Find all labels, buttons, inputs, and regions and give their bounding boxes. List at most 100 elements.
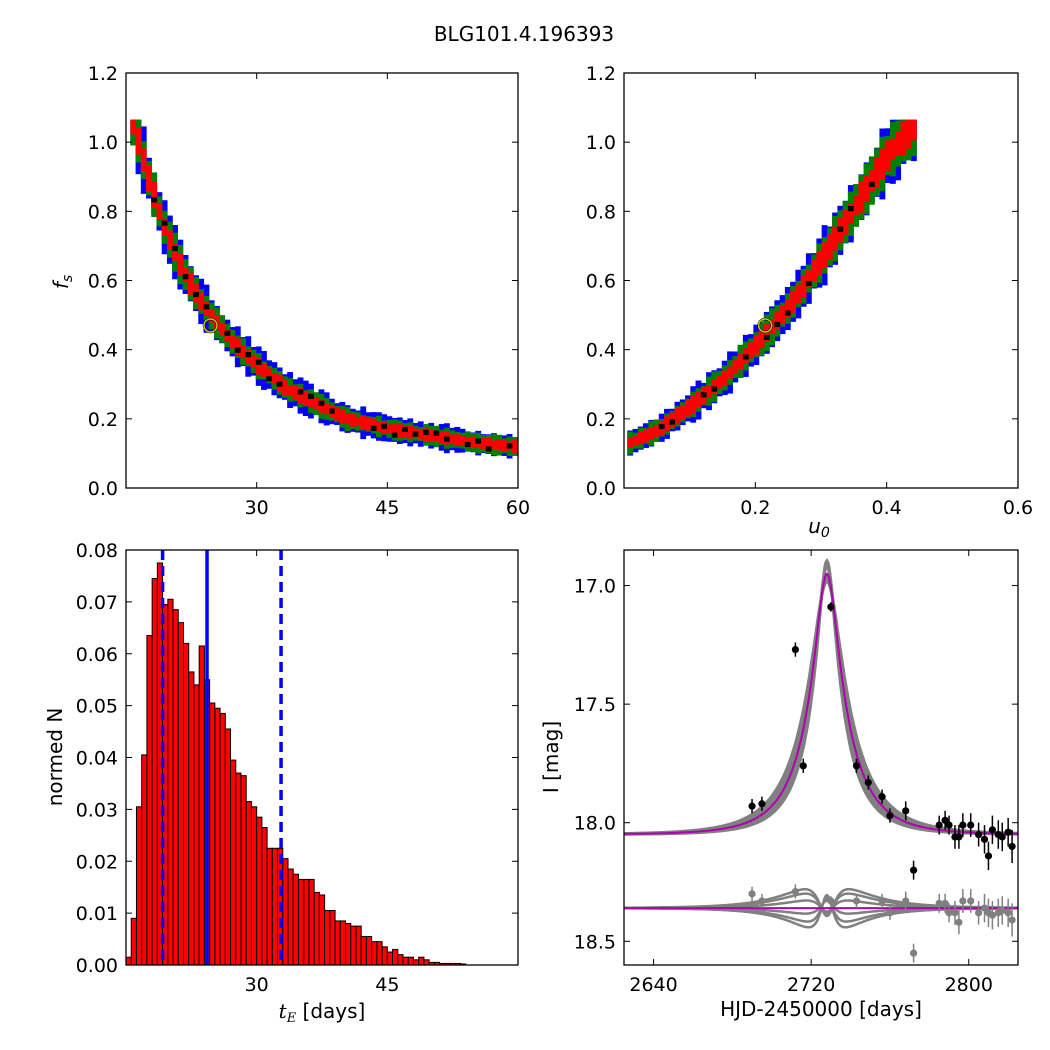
light-curve-ylabel: I [mag] <box>539 721 563 793</box>
histogram-bar <box>261 827 268 966</box>
fs-vs-te-inner-cell <box>376 421 382 432</box>
residual-point <box>951 909 959 917</box>
fs-vs-te-inner-cell <box>161 218 168 236</box>
fs-vs-te-ytick-label: 1.2 <box>88 63 118 85</box>
fs-vs-u0-inner-cell <box>627 438 634 448</box>
data-point <box>799 762 807 770</box>
histogram-bar <box>324 910 331 966</box>
fs-vs-u0-inner-cell <box>805 270 812 287</box>
residual-point <box>886 909 894 917</box>
fs-vs-u0-inner-cell <box>895 131 902 156</box>
histogram-bar <box>177 622 184 966</box>
light-curve-panel: 2640 2720 2800 17.0 17.5 18.0 18.5 HJD-2450000… <box>539 549 1019 1021</box>
fs-vs-te-best-cell <box>161 220 168 226</box>
fs-vs-u0-xlabel: u0 <box>808 514 830 541</box>
data-point <box>955 833 963 841</box>
data-point <box>864 778 872 787</box>
fs-vs-te-best-cell <box>443 436 450 442</box>
fs-vs-u0-inner-cell <box>816 250 823 276</box>
fs-vs-te-best-cell <box>370 425 377 431</box>
light-curve-ytick-label: 17.5 <box>574 694 616 716</box>
fs-vs-te-inner-cell <box>459 436 466 446</box>
fs-vs-te-inner-cell <box>297 387 304 404</box>
te-histogram-axes: 30 45 0.00 0.01 0.02 0.03 0.04 0.05 0.06 0.07 0.08 <box>76 540 518 996</box>
fs-vs-u0-best-cell <box>669 419 676 425</box>
fs-vs-te-inner-cell <box>146 165 152 191</box>
histogram-bar <box>188 671 195 966</box>
fs-vs-te-inner-cell <box>454 434 461 446</box>
histogram-bar <box>412 959 420 966</box>
te-histogram-ytick-label: 0.01 <box>76 903 118 925</box>
data-point <box>941 816 949 824</box>
data-point <box>984 852 993 860</box>
fs-vs-u0-xtick-label: 0.2 <box>740 497 770 519</box>
histogram-bar <box>339 920 347 966</box>
fs-vs-u0-inner-cell <box>721 370 728 386</box>
data-point <box>998 833 1006 841</box>
histogram-bar <box>355 925 362 966</box>
fs-vs-u0-best-cell <box>868 181 875 187</box>
fs-vs-u0-xtick-label: 0.6 <box>1003 497 1033 519</box>
fs-vs-te-inner-cell <box>234 338 241 356</box>
fs-vs-u0-best-fit-ring <box>757 318 773 333</box>
histogram-bar <box>318 894 326 966</box>
fs-vs-te-inner-cell <box>261 363 267 377</box>
fs-vs-te-inner-cell <box>339 409 346 424</box>
histogram-bar <box>386 951 394 966</box>
fs-vs-u0-inner-cell <box>874 157 881 188</box>
fs-vs-te-inner-cell <box>370 418 377 433</box>
fs-vs-te-best-cell <box>276 381 283 387</box>
data-point <box>945 821 953 829</box>
fs-vs-u0-ytick-label: 0.8 <box>586 201 616 223</box>
fs-vs-u0-inner-cell <box>795 284 802 304</box>
fs-vs-te-best-cell <box>402 426 408 433</box>
residual-point <box>941 899 949 907</box>
histogram-bar <box>209 702 216 966</box>
light-curve-plot <box>624 557 1018 963</box>
fs-vs-te-best-cell <box>172 245 178 252</box>
fs-vs-te-panel: 30 45 60 0.0 0.2 0.4 0.6 0.8 1.0 1.2 fs <box>49 63 530 519</box>
fs-vs-te-inner-cell <box>365 417 372 431</box>
fs-vs-te-best-cell <box>318 400 325 406</box>
fs-vs-u0-inner-cell <box>853 196 860 215</box>
fs-vs-u0-inner-cell <box>879 148 886 180</box>
fs-vs-te-inner-cell <box>438 431 445 444</box>
data-point <box>1004 828 1012 836</box>
light-curve-ytick-label: 17.0 <box>574 576 616 598</box>
histogram-bar <box>235 772 242 966</box>
fs-vs-te-best-cell <box>151 197 157 203</box>
fs-vs-te-inner-cell <box>386 424 393 434</box>
fs-vs-te-inner-cell <box>135 126 142 155</box>
fs-vs-u0-inner-cell <box>858 181 865 213</box>
te-histogram-ytick-label: 0.02 <box>76 851 118 873</box>
fs-vs-u0-best-cell <box>763 334 770 340</box>
histogram-bar <box>345 923 352 966</box>
fs-vs-u0-inner-cell <box>643 428 649 443</box>
fs-vs-te-inner-cell <box>308 395 314 408</box>
fs-vs-u0-inner-cell <box>648 427 655 440</box>
fs-vs-u0-inner-cell <box>910 119 917 141</box>
data-point <box>852 762 861 770</box>
fs-vs-u0-inner-cell <box>774 311 781 331</box>
te-histogram-lines <box>160 550 283 965</box>
histogram-bar <box>172 609 179 966</box>
fs-vs-te-inner-cell <box>360 416 367 430</box>
histogram-bar <box>407 956 414 966</box>
fs-vs-te-xtick-label: 60 <box>506 497 530 519</box>
fs-vs-te-inner-cell <box>177 253 184 276</box>
histogram-bar <box>371 941 378 966</box>
light-curve-xtick-label: 2720 <box>787 974 835 996</box>
fs-vs-te-inner-cell <box>464 436 471 447</box>
fs-vs-te-inner-cell <box>391 424 398 436</box>
light-curve-ytick-label: 18.0 <box>574 813 616 835</box>
residual-point <box>975 909 983 917</box>
fs-vs-te-inner-cell <box>323 403 330 415</box>
histogram-bar <box>198 645 205 966</box>
histogram-bar <box>245 801 252 966</box>
residual-point <box>1008 916 1016 924</box>
figure-title: BLG101.4.196393 <box>434 22 614 46</box>
histogram-bar <box>360 935 367 966</box>
te-histogram-bars <box>125 562 467 966</box>
fs-vs-te-best-cell <box>433 430 440 436</box>
